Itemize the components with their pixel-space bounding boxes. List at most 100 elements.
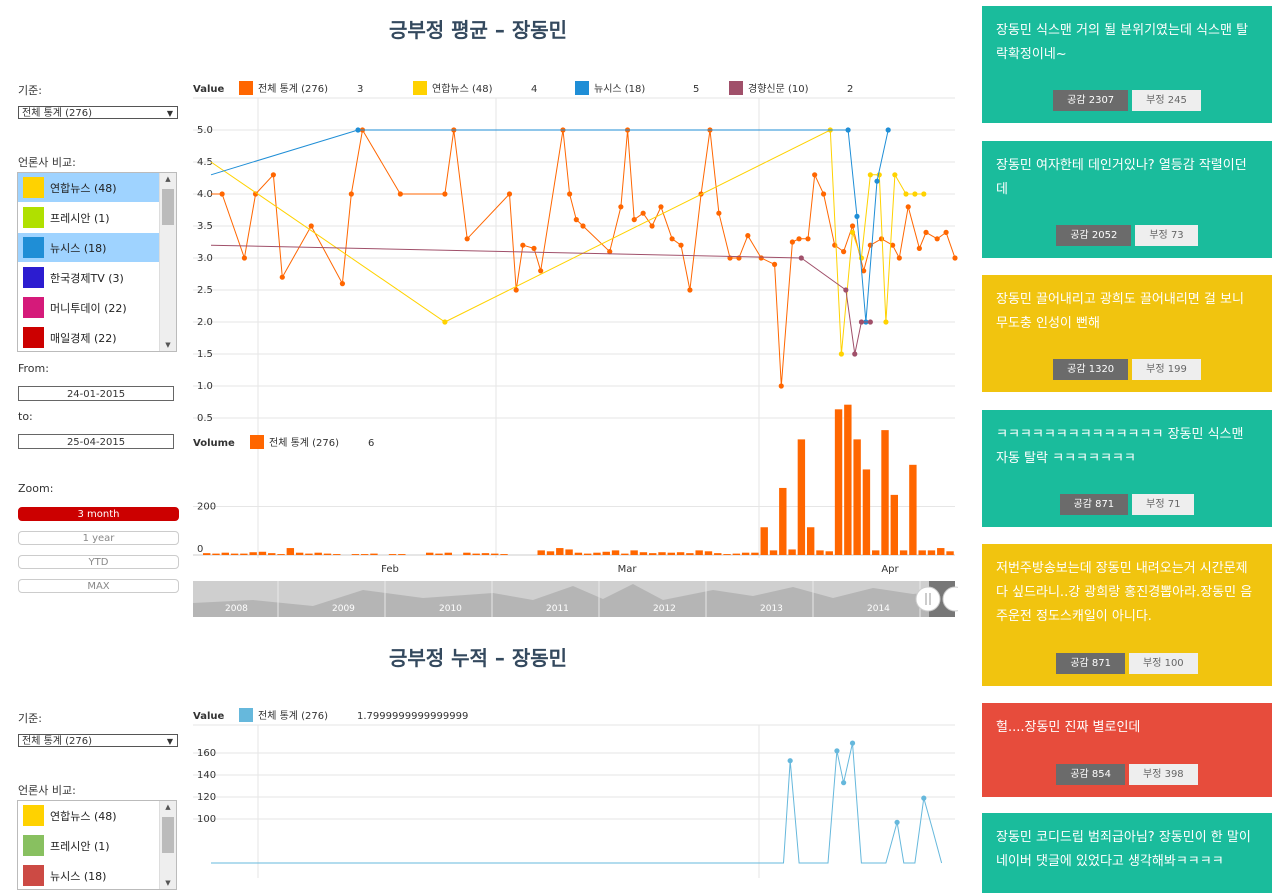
volume-bar[interactable] — [816, 550, 824, 555]
data-point[interactable] — [820, 191, 827, 197]
scrollbar-thumb[interactable] — [162, 817, 174, 853]
volume-bar[interactable] — [760, 527, 768, 555]
data-point[interactable] — [878, 236, 885, 242]
data-point[interactable] — [849, 229, 856, 235]
data-point[interactable] — [867, 172, 873, 178]
data-point[interactable] — [923, 229, 929, 235]
volume-bar[interactable] — [221, 552, 229, 555]
criterion-select[interactable]: 전체 통계 (276) ▼ — [18, 106, 178, 119]
zoom-button[interactable]: 1 year — [18, 531, 179, 545]
data-point[interactable] — [669, 236, 675, 242]
like-button[interactable]: 공감 2052 — [1056, 225, 1132, 246]
volume-bar[interactable] — [323, 553, 332, 555]
data-point[interactable] — [538, 268, 544, 274]
criterion-select-2[interactable]: 전체 통계 (276) ▼ — [18, 734, 178, 747]
volume-bar[interactable] — [937, 548, 945, 555]
volume-bar[interactable] — [398, 554, 406, 555]
volume-bar[interactable] — [481, 553, 490, 555]
data-point[interactable] — [270, 172, 276, 178]
navigator-handle-icon[interactable] — [942, 586, 958, 612]
volume-bar[interactable] — [732, 553, 741, 555]
data-point[interactable] — [952, 255, 958, 261]
data-point[interactable] — [858, 255, 865, 261]
data-point[interactable] — [618, 204, 624, 210]
scroll-down-icon[interactable]: ▼ — [165, 879, 171, 887]
press-option[interactable]: 머니투데이 (22) — [18, 293, 176, 323]
volume-bar[interactable] — [769, 550, 778, 555]
volume-bar[interactable] — [426, 552, 434, 555]
data-point[interactable] — [834, 748, 840, 754]
volume-bar[interactable] — [583, 553, 592, 555]
volume-bar[interactable] — [695, 550, 703, 555]
data-point[interactable] — [771, 261, 778, 267]
zoom-button[interactable]: YTD — [18, 555, 179, 569]
volume-bar[interactable] — [667, 552, 675, 555]
volume-bar[interactable] — [639, 552, 648, 555]
volume-bar[interactable] — [268, 553, 276, 555]
data-point[interactable] — [252, 191, 259, 197]
data-point[interactable] — [355, 127, 361, 133]
volume-bar[interactable] — [630, 550, 638, 555]
volume-bar[interactable] — [881, 430, 889, 555]
volume-bar[interactable] — [751, 552, 759, 555]
scrollbar-thumb[interactable] — [162, 189, 174, 225]
like-button[interactable]: 공감 871 — [1056, 653, 1125, 674]
scroll-up-icon[interactable]: ▲ — [165, 175, 171, 183]
volume-bar[interactable] — [212, 553, 220, 555]
data-point[interactable] — [861, 268, 867, 274]
dislike-button[interactable]: 부정 245 — [1132, 90, 1201, 111]
like-button[interactable]: 공감 854 — [1056, 764, 1125, 785]
volume-bar[interactable] — [295, 552, 304, 555]
data-point[interactable] — [649, 223, 655, 229]
listbox-scrollbar[interactable]: ▲ ▼ — [159, 173, 176, 351]
volume-bar[interactable] — [203, 553, 211, 555]
volume-bar[interactable] — [602, 551, 610, 555]
data-point[interactable] — [513, 287, 519, 293]
volume-bar[interactable] — [862, 469, 871, 555]
volume-bar[interactable] — [825, 551, 833, 555]
volume-bar[interactable] — [565, 549, 573, 555]
volume-bar[interactable] — [258, 551, 267, 555]
dislike-button[interactable]: 부정 100 — [1129, 653, 1198, 674]
volume-bar[interactable] — [277, 554, 285, 555]
volume-bar[interactable] — [704, 551, 713, 555]
data-point[interactable] — [849, 740, 856, 746]
dislike-button[interactable]: 부정 71 — [1132, 494, 1195, 515]
scroll-down-icon[interactable]: ▼ — [165, 341, 171, 349]
volume-bar[interactable] — [649, 553, 657, 555]
data-point[interactable] — [854, 213, 860, 219]
like-button[interactable]: 공감 2307 — [1053, 90, 1129, 111]
data-point[interactable] — [397, 191, 403, 197]
volume-bar[interactable] — [370, 553, 378, 555]
volume-bar[interactable] — [779, 487, 787, 555]
data-point[interactable] — [348, 191, 354, 197]
volume-bar[interactable] — [611, 550, 620, 555]
volume-bar[interactable] — [844, 404, 852, 555]
data-point[interactable] — [934, 236, 940, 242]
volume-bar[interactable] — [491, 553, 499, 555]
volume-bar[interactable] — [686, 553, 694, 555]
data-point[interactable] — [520, 242, 526, 248]
volume-bar[interactable] — [714, 553, 722, 555]
data-point[interactable] — [580, 223, 586, 229]
volume-bar[interactable] — [351, 554, 360, 555]
data-point[interactable] — [845, 127, 851, 133]
data-point[interactable] — [745, 233, 751, 239]
data-point[interactable] — [678, 242, 684, 248]
scroll-up-icon[interactable]: ▲ — [165, 803, 171, 811]
dislike-button[interactable]: 부정 199 — [1132, 359, 1201, 380]
press-option[interactable]: 프레시안 (1) — [18, 203, 176, 233]
volume-bar[interactable] — [500, 554, 508, 555]
data-point[interactable] — [843, 287, 849, 293]
data-point[interactable] — [631, 217, 637, 223]
volume-bar[interactable] — [463, 552, 471, 555]
volume-bar[interactable] — [918, 550, 926, 555]
data-point[interactable] — [716, 210, 722, 216]
to-date-input[interactable]: 25-04-2015 — [18, 434, 174, 449]
data-point[interactable] — [885, 127, 891, 133]
data-point[interactable] — [241, 255, 248, 261]
volume-bar[interactable] — [574, 552, 583, 555]
data-point[interactable] — [219, 191, 225, 197]
volume-bar[interactable] — [240, 553, 248, 555]
data-point[interactable] — [874, 178, 880, 184]
